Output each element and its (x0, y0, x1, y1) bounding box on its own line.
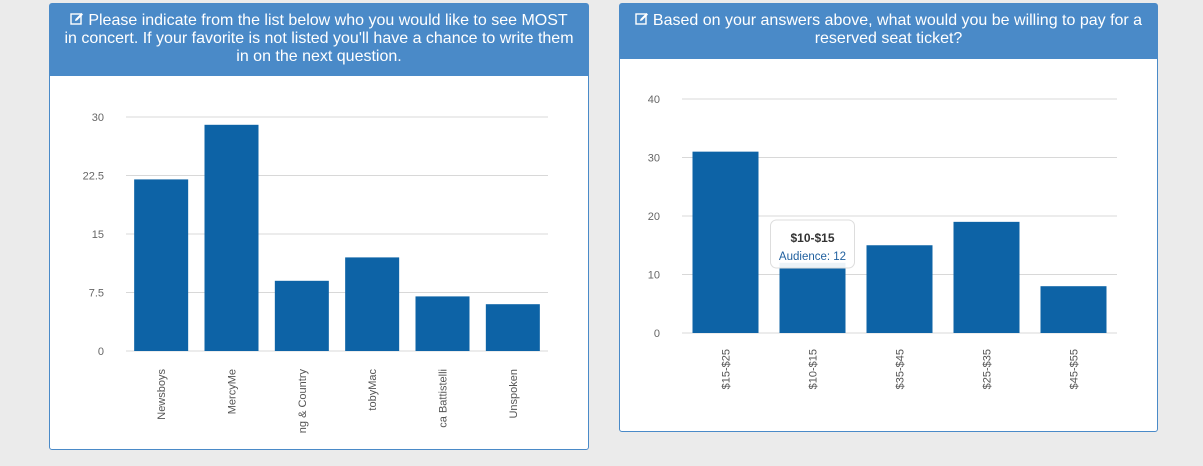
x-category-label: Unspoken (508, 369, 520, 419)
y-tick-label: 0 (98, 346, 104, 358)
x-category-label: $15-$25 (721, 349, 733, 389)
bar-tobymac[interactable] (345, 257, 400, 351)
y-tick-label: 15 (92, 229, 104, 241)
y-tick-label: 30 (648, 153, 660, 165)
y-tick-label: 10 (648, 270, 660, 282)
bar-mercyme[interactable] (204, 124, 259, 351)
x-category-label: $35-$45 (895, 349, 907, 389)
bar-chart-ticket-price: 0 10 20 30 40 $15-$25 $10-$15 $35-$45 $25-$35 $45… (648, 94, 1117, 389)
y-tick-label: 0 (654, 328, 660, 340)
tooltip: $10-$15 Audience: 12 (770, 219, 855, 269)
tooltip-body: Audience: 12 (779, 251, 846, 263)
bar-ng-country[interactable] (274, 280, 329, 351)
x-category-label: $45-$55 (1069, 349, 1081, 389)
bar-unspoken[interactable] (485, 304, 540, 351)
y-tick-label: 7.5 (89, 288, 104, 300)
panel-header: Please indicate from the list below who … (50, 4, 588, 76)
edit-icon (70, 13, 84, 25)
x-category-label: ng & Country (297, 369, 309, 434)
tooltip-title: $10-$15 (790, 231, 834, 245)
x-category-label: $10-$15 (808, 349, 820, 389)
y-tick-label: 20 (648, 211, 660, 223)
bar--10-15[interactable] (779, 262, 846, 333)
x-category-label: $25-$35 (982, 349, 994, 389)
x-category-label: tobyMac (367, 369, 379, 411)
bar--15-25[interactable] (692, 151, 759, 333)
tooltip-box (770, 219, 855, 269)
y-tick-label: 22.5 (83, 171, 104, 183)
bar-newsboys[interactable] (134, 179, 189, 351)
x-category-label: ca Battistelli (438, 369, 450, 428)
bar-ca-battistelli[interactable] (415, 296, 470, 351)
x-category-label: Newsboys (156, 369, 168, 420)
bar--35-45[interactable] (866, 245, 933, 333)
x-category-label: MercyMe (227, 369, 239, 414)
bar-chart-favorite-artist: 0 7.5 15 22.5 30 Newsboys MercyMe ng & Country t… (83, 112, 548, 434)
chart-panel-favorite-artist: Please indicate from the list below who … (49, 3, 589, 450)
y-tick-label: 30 (92, 112, 104, 124)
bar--25-35[interactable] (953, 221, 1020, 333)
bar--45-55[interactable] (1040, 286, 1107, 333)
y-tick-label: 40 (648, 94, 660, 106)
panel-header: Based on your answers above, what would … (620, 4, 1157, 59)
chart-panel-ticket-price: Based on your answers above, what would … (619, 3, 1158, 432)
panel-title: Please indicate from the list below who … (64, 12, 574, 65)
edit-icon (635, 13, 648, 25)
panel-title: Based on your answers above, what would … (652, 12, 1143, 47)
